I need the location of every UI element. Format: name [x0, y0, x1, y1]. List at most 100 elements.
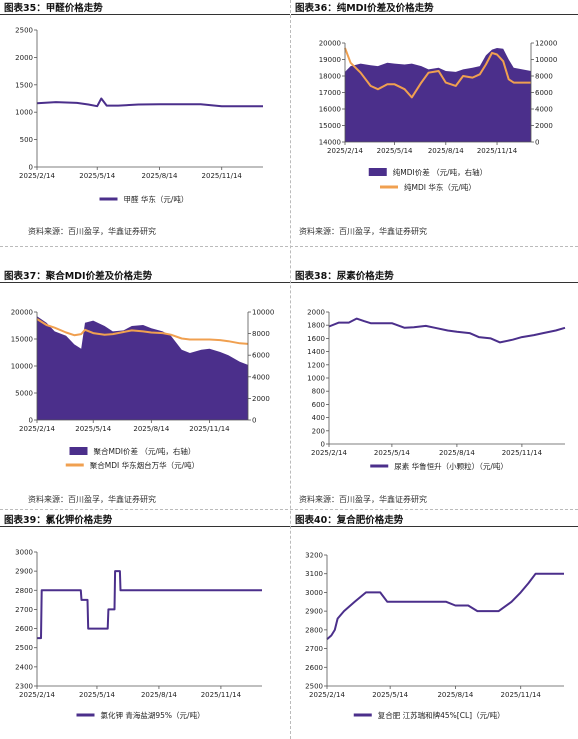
y-tick-label: 15000 — [11, 336, 33, 344]
y-tick-label: 20000 — [11, 309, 33, 317]
legend-label-0: 尿素 华鲁恒升（小颗粒）（元/吨） — [394, 461, 508, 471]
x-tick-label: 2025/2/14 — [327, 147, 363, 155]
y-tick-label: 18000 — [319, 73, 341, 81]
row-separator-2 — [0, 509, 578, 510]
y-tick-label: 1000 — [307, 375, 325, 383]
title-rule — [291, 14, 578, 15]
column-separator — [290, 0, 291, 739]
y-tick-label: 2900 — [305, 608, 323, 616]
y-tick-label: 15000 — [319, 122, 341, 130]
y-tick-label-right: 12000 — [535, 40, 557, 48]
title-rule — [0, 14, 290, 15]
panel-compound-fertilizer: 图表40：复合肥价格走势 2500 2600 2700 2800 2900 3000 310… — [291, 512, 578, 739]
x-tick-label: 2025/5/14 — [374, 449, 410, 457]
y-tick-label: 16000 — [319, 106, 341, 114]
series-area-0 — [37, 316, 248, 420]
panel-potassium-chloride: 图表39：氯化钾价格走势 2300 2400 2500 2600 2700 2800 290… — [0, 512, 290, 739]
legend-label-0: 聚合MDI价差 （元/吨，右轴） — [94, 446, 196, 456]
y-tick-label: 2800 — [15, 587, 33, 595]
y-tick-label: 1500 — [15, 81, 33, 89]
chart-title: 图表37：聚合MDI价差及价格走势 — [4, 271, 153, 282]
source-note: 资料来源：百川盈孚，华鑫证券研究 — [299, 227, 427, 236]
potassium-chloride-chart: 2300 2400 2500 2600 2700 2800 2900 3000 2025/2/1… — [15, 549, 262, 720]
x-tick-label: 2025/5/14 — [75, 425, 111, 433]
y-tick-label: 500 — [20, 136, 33, 144]
y-tick-label: 2600 — [305, 664, 323, 672]
series-line-1 — [344, 47, 531, 99]
x-tick-label: 2025/8/14 — [133, 425, 169, 433]
y-tick-label: 0 — [29, 417, 33, 425]
x-tick-label: 2025/8/14 — [428, 147, 464, 155]
legend-swatch-0 — [368, 168, 387, 176]
panel-pure-mdi: 图表36：纯MDI价差及价格走势 14000 15000 16000 17000 180… — [291, 0, 578, 246]
x-tick-label: 2025/8/14 — [439, 449, 475, 457]
y-tick-label: 1000 — [15, 109, 33, 117]
y-tick-label: 2400 — [15, 663, 33, 671]
y-tick-label: 17000 — [319, 89, 341, 97]
y-tick-label: 1200 — [307, 361, 325, 369]
y-tick-label: 200 — [312, 427, 325, 435]
row-separator-1 — [0, 246, 578, 247]
x-tick-label: 2025/11/14 — [201, 691, 242, 699]
title-rule — [0, 282, 290, 283]
y-tick-label: 600 — [312, 401, 325, 409]
x-tick-label: 2025/2/14 — [19, 691, 55, 699]
y-tick-label: 1800 — [307, 322, 325, 330]
y-tick-label-right: 4000 — [535, 106, 553, 114]
legend-swatch-0 — [69, 447, 88, 455]
x-tick-label: 2025/11/14 — [502, 449, 543, 457]
y-tick-label: 1400 — [307, 348, 325, 356]
x-tick-label: 2025/8/14 — [142, 172, 178, 180]
legend-label-0: 甲醛 华东（元/吨） — [124, 194, 189, 204]
panel-formaldehyde: 图表35：甲醛价格走势 0 500 1000 1500 2000 2500 2025/2/1… — [0, 0, 290, 246]
y-tick-label: 2500 — [15, 644, 33, 652]
chart-title: 图表38：尿素价格走势 — [295, 271, 394, 282]
series-line-0 — [328, 317, 566, 344]
y-tick-label: 3100 — [305, 570, 323, 578]
x-tick-label: 2025/5/14 — [377, 147, 413, 155]
legend-label-0: 纯MDI价差 （元/吨，右轴） — [393, 167, 487, 177]
y-tick-label: 5000 — [15, 390, 33, 398]
y-tick-label-right: 6000 — [535, 89, 553, 97]
y-tick-label: 2700 — [15, 606, 33, 614]
chart-title: 图表36：纯MDI价差及价格走势 — [295, 3, 434, 14]
source-note: 资料来源：百川盈孚，华鑫证券研究 — [28, 227, 156, 236]
x-tick-label: 2025/11/14 — [477, 147, 518, 155]
y-tick-label: 3200 — [305, 552, 323, 560]
series-line-0 — [36, 97, 263, 108]
y-tick-label: 0 — [29, 164, 33, 172]
y-tick-label-right: 8000 — [252, 330, 270, 338]
source-note: 资料来源：百川盈孚，华鑫证券研究 — [299, 495, 427, 504]
title-rule — [291, 526, 578, 527]
y-tick-label-right: 2000 — [252, 395, 270, 403]
y-tick-label: 2500 — [305, 683, 323, 691]
urea-chart: 0 200 400 600 800 1000 1200 1400 1600 1800 2000 202… — [307, 309, 566, 471]
y-tick-label: 2000 — [307, 309, 325, 317]
compound-fertilizer-chart: 2500 2600 2700 2800 2900 3000 3100 3200 2025/2/1… — [305, 552, 564, 720]
panel-polymeric-mdi: 图表37：聚合MDI价差及价格走势 0 5000 10000 15000 20000 0 2… — [0, 268, 290, 509]
chart-title: 图表35：甲醛价格走势 — [4, 3, 103, 14]
series-area-0 — [345, 48, 531, 142]
y-tick-label-right: 0 — [252, 417, 256, 425]
y-tick-label-right: 6000 — [252, 352, 270, 360]
y-tick-label: 2300 — [15, 683, 33, 691]
y-tick-label: 0 — [321, 441, 325, 449]
x-tick-label: 2025/8/14 — [141, 691, 177, 699]
panel-urea: 图表38：尿素价格走势 0 200 400 600 800 1000 1200 1400 160… — [291, 268, 578, 509]
y-tick-label: 2700 — [305, 645, 323, 653]
source-note: 资料来源：百川盈孚，华鑫证券研究 — [28, 495, 156, 504]
y-tick-label-right: 8000 — [535, 73, 553, 81]
polymeric-mdi-chart: 0 5000 10000 15000 20000 0 2000 4000 6000 8000 100… — [11, 309, 275, 471]
y-tick-label: 20000 — [319, 40, 341, 48]
y-tick-label: 800 — [312, 388, 325, 396]
y-tick-label: 400 — [312, 414, 325, 422]
x-tick-label: 2025/8/14 — [437, 691, 473, 699]
x-tick-label: 2025/2/14 — [19, 172, 55, 180]
y-tick-label: 2900 — [15, 568, 33, 576]
x-tick-label: 2025/2/14 — [311, 449, 347, 457]
x-tick-label: 2025/5/14 — [372, 691, 408, 699]
chart-title: 图表40：复合肥价格走势 — [295, 515, 404, 526]
x-tick-label: 2025/11/14 — [501, 691, 542, 699]
y-tick-label-right: 10000 — [535, 56, 557, 64]
series-line-0 — [37, 570, 262, 640]
